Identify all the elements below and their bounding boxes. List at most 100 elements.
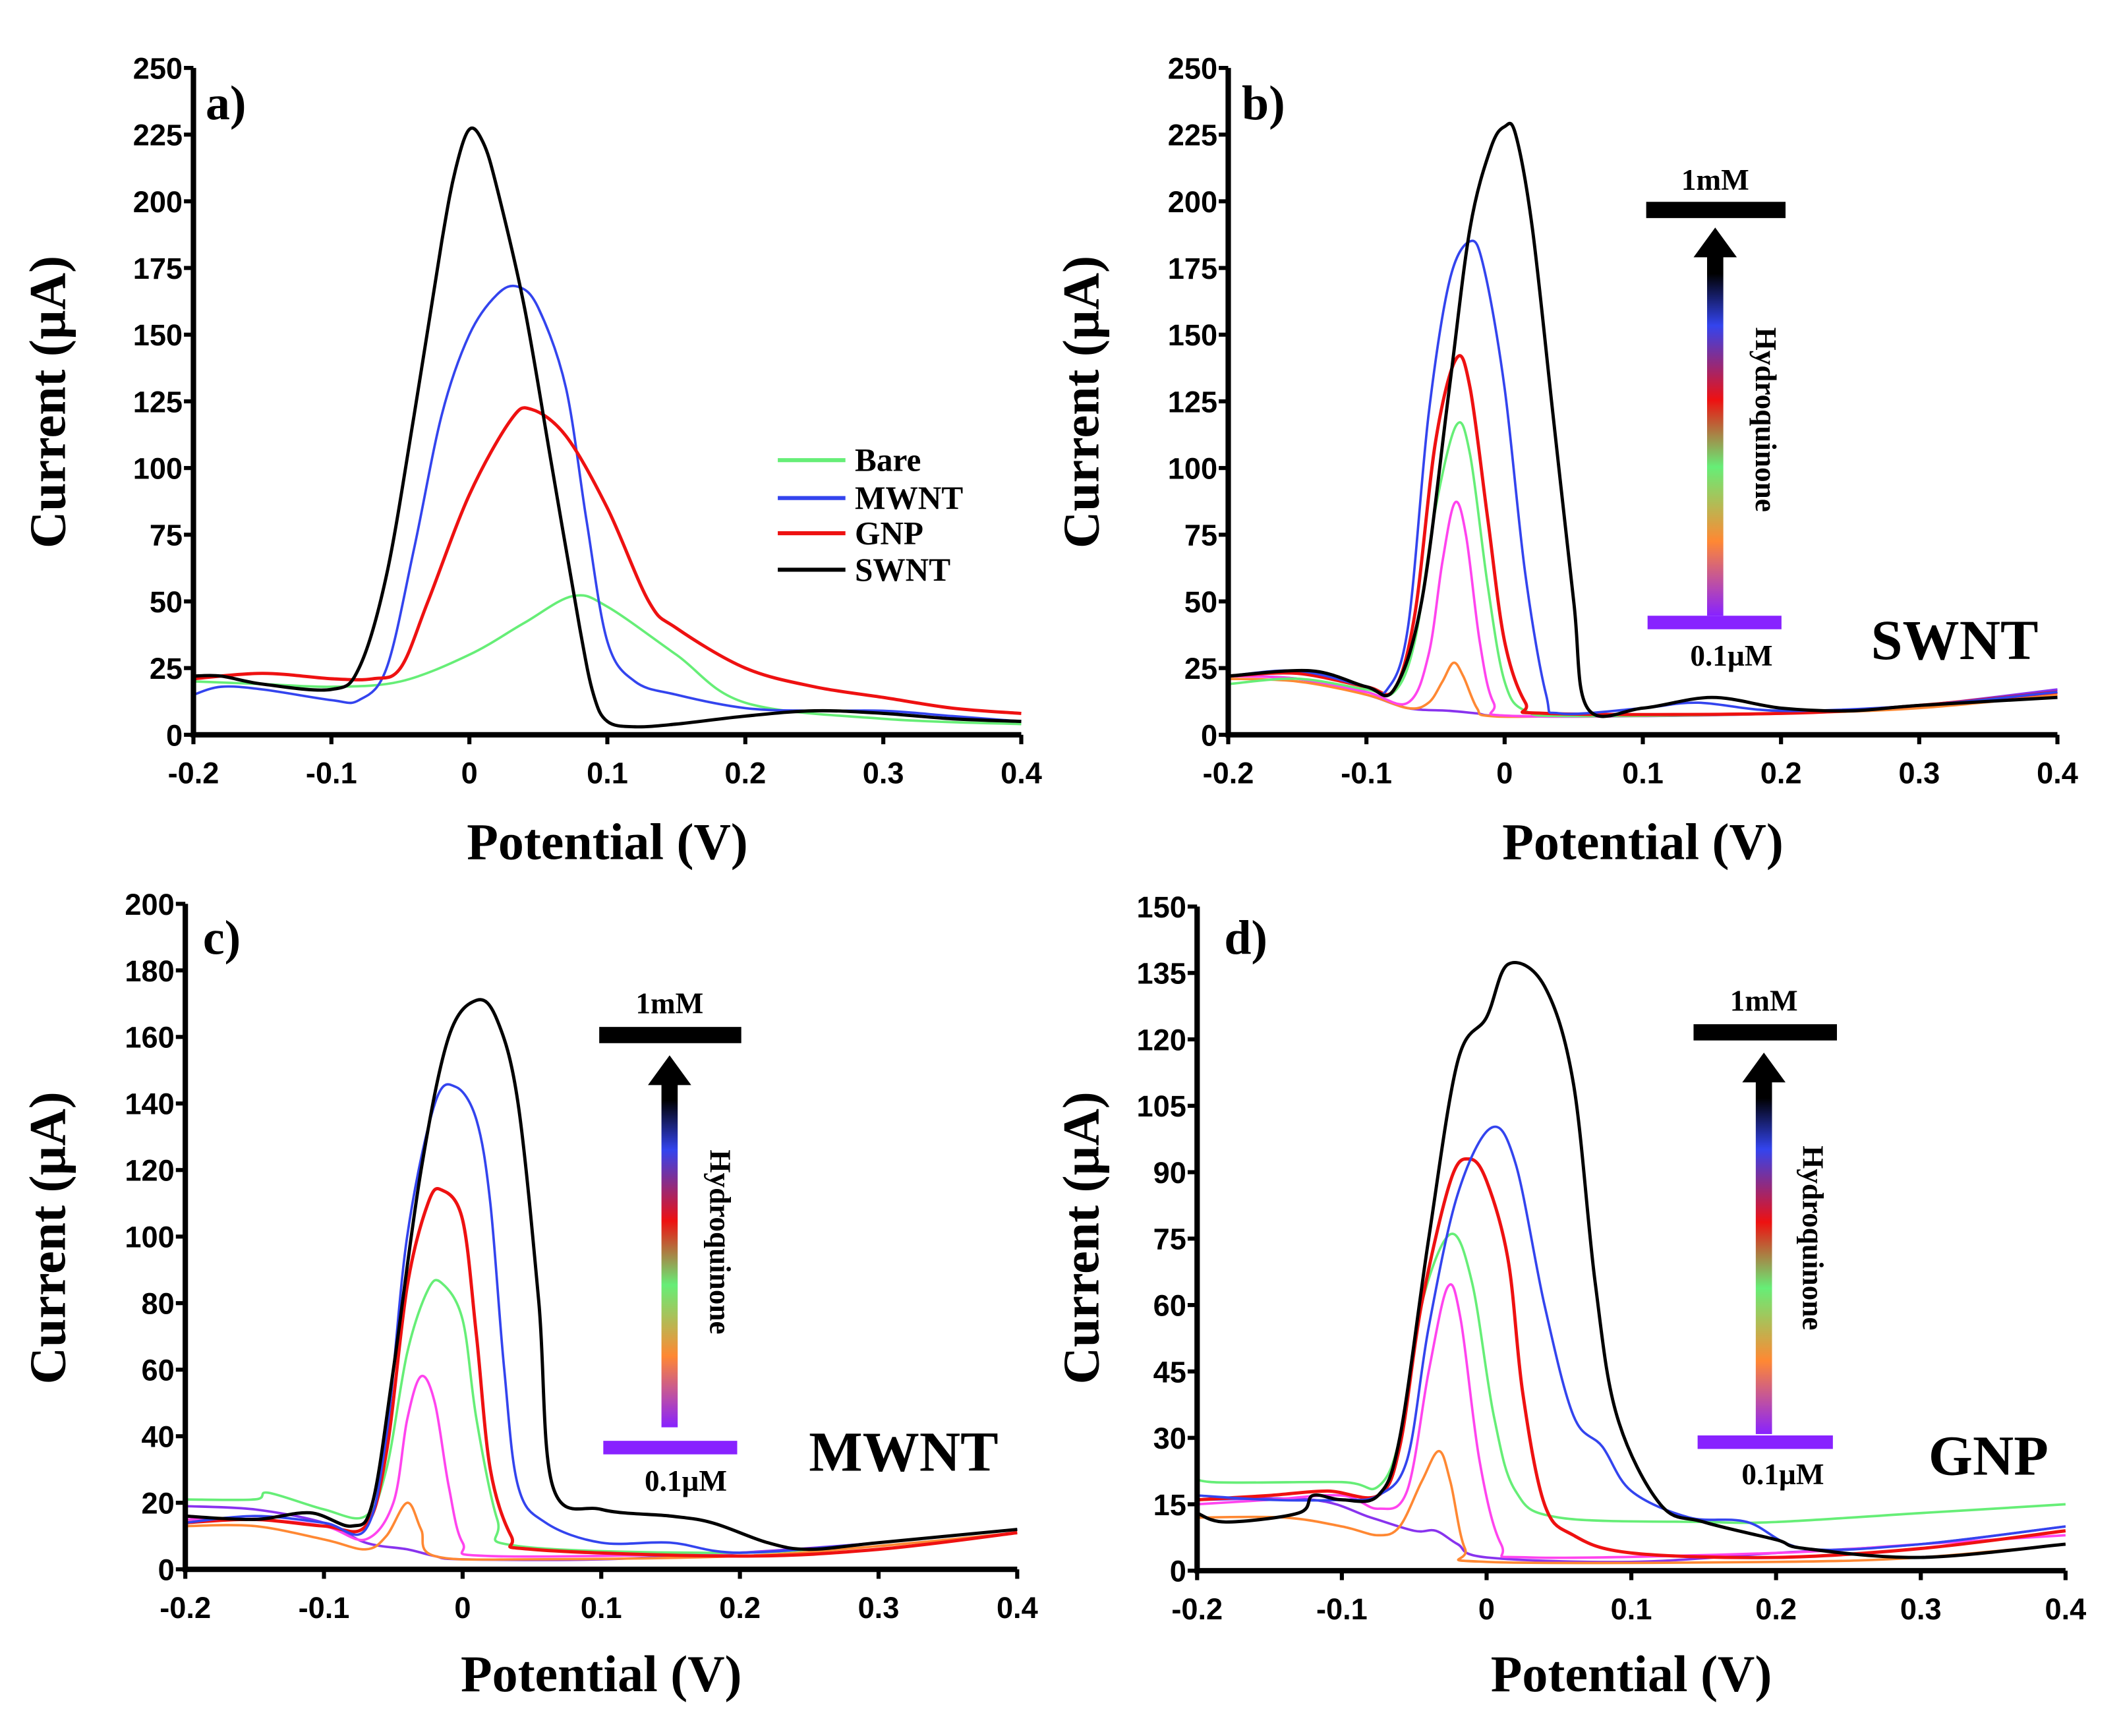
x-tick-label: 0.1 [1622, 757, 1664, 790]
y-tick-label: 225 [133, 119, 183, 152]
x-axis-title: Potential (V) [1491, 1646, 1772, 1702]
x-axis-title: Potential (V) [461, 1646, 742, 1702]
y-axis-title: Current (µA) [1053, 1091, 1109, 1384]
x-tick-label: 0.3 [1900, 1592, 1942, 1626]
x-tick-label: 0.1 [587, 757, 628, 790]
concentration-arrow-shaft [1706, 243, 1724, 616]
y-tick-label: 100 [133, 452, 183, 486]
x-tick-label: 0 [454, 1591, 471, 1625]
y-tick-label: 50 [150, 585, 183, 619]
concentration-high-bar [599, 1027, 741, 1043]
x-tick-label: 0 [1478, 1592, 1495, 1626]
y-tick-label: 175 [1168, 252, 1217, 285]
y-tick-label: 100 [1168, 452, 1217, 486]
series-line-swnt [193, 126, 1022, 729]
electrode-label: GNP [1929, 1424, 2048, 1487]
y-axis-title: Current (µA) [20, 1091, 76, 1384]
legend-label: SWNT [855, 552, 950, 588]
y-tick-label: 20 [142, 1487, 175, 1520]
y-tick-label: 150 [1137, 890, 1186, 924]
legend-label: GNP [855, 515, 923, 551]
electrode-label: MWNT [809, 1420, 998, 1483]
x-tick-label: -0.1 [306, 757, 357, 790]
arrow-up-icon [1693, 227, 1737, 258]
x-tick-label: 0.2 [719, 1591, 761, 1625]
x-tick-label: 0 [1496, 757, 1513, 790]
y-tick-label: 180 [125, 954, 174, 988]
x-tick-label: 0.4 [2045, 1592, 2086, 1626]
x-axis-title: Potential (V) [467, 814, 748, 871]
series-line-mwnt [192, 284, 1022, 723]
y-axis-title: Current (µA) [1053, 256, 1109, 548]
y-tick-label: 100 [125, 1221, 174, 1254]
y-tick-label: 150 [1168, 318, 1217, 352]
y-tick-label: 0 [166, 718, 183, 752]
concentration-low-bar [603, 1441, 738, 1455]
y-tick-label: 150 [133, 318, 183, 352]
panel-label: c) [203, 910, 241, 964]
legend-label: Bare [855, 442, 921, 478]
x-tick-label: 0.4 [997, 1591, 1038, 1625]
panel-label: b) [1242, 76, 1285, 130]
series-line-5 [1228, 239, 2058, 716]
panel-label: d) [1224, 910, 1267, 964]
analyte-label: Hydroquinone [1797, 1145, 1830, 1330]
y-tick-label: 0 [158, 1553, 175, 1587]
concentration-annotation: 1mM Hydroquinone 0.1µM MWNT [599, 987, 999, 1497]
series-line-6 [1196, 960, 2066, 1559]
x-tick-label: 0.3 [858, 1591, 900, 1625]
concentration-low-label: 0.1µM [1741, 1458, 1824, 1491]
concentration-low-label: 0.1µM [1690, 639, 1772, 672]
arrow-up-icon [648, 1055, 691, 1085]
x-tick-label: 0.2 [724, 757, 766, 790]
y-tick-label: 250 [1168, 51, 1217, 85]
y-tick-label: 80 [142, 1287, 175, 1321]
series-line-3 [1195, 1232, 2066, 1524]
analyte-label: Hydroquinone [1749, 328, 1782, 512]
x-tick-label: 0.3 [863, 757, 904, 790]
series-group [1195, 960, 2066, 1565]
concentration-arrow-shaft [661, 1071, 678, 1428]
y-tick-label: 15 [1153, 1488, 1186, 1522]
series-line-gnp [193, 406, 1022, 715]
x-tick-label: -0.2 [1203, 757, 1254, 790]
series-line-6 [185, 998, 1018, 1551]
concentration-high-label: 1mM [1730, 985, 1798, 1018]
concentration-annotation: 1mM Hydroquinone 0.1µM GNP [1693, 985, 2048, 1491]
concentration-low-bar [1647, 616, 1782, 629]
panel-b: -0.2 -0.1 0 0.1 0.2 0.3 0.4 0 25 50 75 100 125 150 175… [1053, 51, 2077, 870]
y-tick-label: 45 [1153, 1355, 1186, 1389]
y-tick-label: 50 [1184, 585, 1217, 619]
y-tick-label: 120 [1137, 1023, 1186, 1056]
x-axis-title: Potential (V) [1502, 814, 1784, 871]
y-tick-label: 135 [1137, 957, 1186, 991]
x-tick-label: 0.1 [581, 1591, 622, 1625]
concentration-low-label: 0.1µM [645, 1464, 727, 1497]
concentration-high-label: 1mM [1681, 163, 1749, 196]
concentration-high-bar [1646, 202, 1786, 218]
y-tick-label: 140 [125, 1087, 174, 1121]
y-tick-label: 125 [1168, 385, 1217, 419]
series-line-4 [185, 1187, 1018, 1558]
series-line-1 [185, 1501, 1018, 1561]
panel-c: -0.2 -0.1 0 0.1 0.2 0.3 0.4 0 20 40 60 80 100 120 140 1… [20, 888, 1038, 1702]
y-tick-label: 25 [150, 652, 183, 685]
panel-label: a) [206, 76, 247, 130]
x-tick-label: -0.1 [1316, 1592, 1368, 1626]
panel-d: -0.2 -0.1 0 0.1 0.2 0.3 0.4 0 15 30 45 60 75 90 105 120… [1053, 890, 2086, 1702]
x-tick-label: -0.1 [1341, 757, 1392, 790]
series-group [192, 126, 1022, 729]
y-tick-label: 75 [1153, 1223, 1186, 1256]
y-tick-label: 200 [1168, 185, 1217, 219]
concentration-high-bar [1693, 1024, 1838, 1041]
y-tick-label: 60 [1153, 1289, 1186, 1323]
series-line-2 [1197, 1283, 2066, 1559]
x-tick-label: 0.4 [1001, 757, 1042, 790]
y-tick-label: 175 [133, 252, 183, 285]
series-line-1 [1197, 1449, 2066, 1565]
y-tick-label: 200 [125, 888, 174, 921]
y-tick-label: 120 [125, 1154, 174, 1188]
x-tick-label: 0.2 [1760, 757, 1802, 790]
